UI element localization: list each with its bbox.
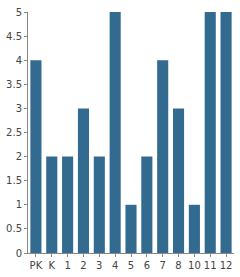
svg-text:3.5: 3.5 [6, 79, 22, 90]
svg-text:0: 0 [16, 248, 22, 259]
svg-text:8: 8 [175, 260, 181, 271]
svg-text:1: 1 [16, 199, 22, 210]
svg-text:2: 2 [80, 260, 86, 271]
svg-text:12: 12 [220, 260, 233, 271]
svg-text:7: 7 [160, 260, 166, 271]
svg-text:3: 3 [96, 260, 102, 271]
svg-text:4: 4 [112, 260, 118, 271]
svg-text:11: 11 [204, 260, 217, 271]
svg-text:1.5: 1.5 [6, 175, 22, 186]
svg-text:10: 10 [188, 260, 201, 271]
svg-text:3: 3 [16, 103, 22, 114]
svg-text:4: 4 [16, 55, 22, 66]
svg-text:K: K [48, 260, 55, 271]
svg-text:6: 6 [144, 260, 150, 271]
svg-text:4.5: 4.5 [6, 31, 22, 42]
svg-text:PK: PK [30, 260, 43, 271]
svg-text:5: 5 [16, 7, 22, 18]
svg-text:5: 5 [128, 260, 134, 271]
svg-text:2: 2 [16, 151, 22, 162]
svg-text:2.5: 2.5 [6, 127, 22, 138]
svg-text:0.5: 0.5 [6, 223, 22, 234]
svg-text:1: 1 [64, 260, 70, 271]
